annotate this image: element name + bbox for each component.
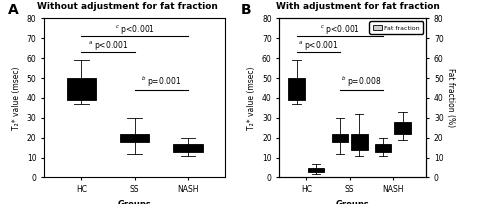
PathPatch shape <box>120 134 149 142</box>
PathPatch shape <box>67 78 96 100</box>
PathPatch shape <box>375 144 392 152</box>
Y-axis label: T₂* value (msec): T₂* value (msec) <box>247 66 256 130</box>
Text: $^{b}$ p=0.008: $^{b}$ p=0.008 <box>341 75 382 89</box>
PathPatch shape <box>351 134 368 150</box>
PathPatch shape <box>394 122 411 134</box>
Text: $^{c}$ p<0.001: $^{c}$ p<0.001 <box>115 23 155 36</box>
Legend: Fat fraction: Fat fraction <box>369 21 423 34</box>
X-axis label: Groups: Groups <box>118 200 151 204</box>
PathPatch shape <box>173 144 203 152</box>
Text: B: B <box>241 3 252 17</box>
Text: With adjustment for fat fraction: With adjustment for fat fraction <box>276 2 440 11</box>
Y-axis label: Fat fraction (%): Fat fraction (%) <box>446 68 455 128</box>
Text: Without adjustment for fat fraction: Without adjustment for fat fraction <box>37 2 218 11</box>
PathPatch shape <box>308 167 324 172</box>
Text: A: A <box>8 3 19 17</box>
PathPatch shape <box>289 78 305 100</box>
PathPatch shape <box>332 134 348 142</box>
Text: $^{c}$ p<0.001: $^{c}$ p<0.001 <box>320 23 360 36</box>
Text: $^{b}$ p=0.001: $^{b}$ p=0.001 <box>141 75 182 89</box>
X-axis label: Groups: Groups <box>336 200 369 204</box>
Text: $^{a}$ p<0.001: $^{a}$ p<0.001 <box>88 39 128 52</box>
Y-axis label: T₂* value (msec): T₂* value (msec) <box>12 66 21 130</box>
Text: $^{a}$ p<0.001: $^{a}$ p<0.001 <box>298 39 339 52</box>
